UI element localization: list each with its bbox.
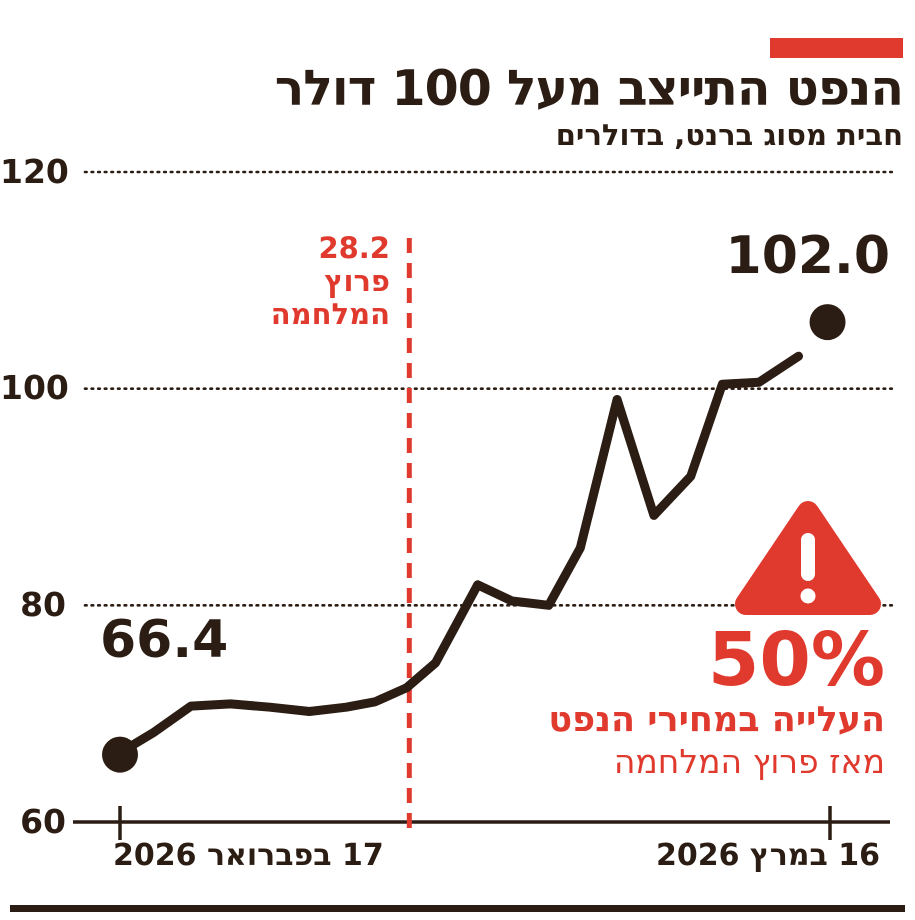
bottom-rule (10, 905, 905, 912)
war-annotation: 28.2 פרוץ המלחמה (271, 232, 390, 331)
chart-title: הנפט התייצב מעל 100 דולר (274, 60, 904, 117)
start-value-label: 66.4 (100, 610, 229, 670)
callout-caption-regular: מאז פרוץ המלחמה (613, 742, 885, 781)
y-axis-label-60: 60 (20, 802, 66, 841)
warning-triangle-icon (735, 501, 881, 615)
y-axis-label-100: 100 (0, 368, 69, 407)
start-point-marker (102, 736, 138, 773)
end-point-marker (809, 304, 846, 341)
callout-caption-bold: העלייה במחירי הנפט (548, 700, 885, 740)
x-axis-label-start: 17 בפברואר 2026 (113, 838, 384, 873)
y-axis-label-120: 120 (0, 152, 69, 191)
price-line (115, 351, 803, 758)
x-axis-label-end: 16 במרץ 2026 (655, 838, 880, 873)
rise-callout: 50% העלייה במחירי הנפט מאז פרוץ המלחמה (548, 622, 885, 781)
y-axis-label-80: 80 (20, 585, 66, 624)
brand-bar (770, 38, 903, 58)
war-caption-line2: המלחמה (270, 297, 390, 331)
end-value-label: 102.0 (725, 226, 890, 286)
exclamation-dot (800, 588, 816, 604)
war-date-label: 28.2 (318, 231, 390, 265)
callout-percent: 50% (707, 617, 885, 703)
chart-subtitle: חבית מסוג ברנט, בדולרים (555, 118, 903, 152)
war-caption-line1: פרוץ (324, 264, 390, 298)
